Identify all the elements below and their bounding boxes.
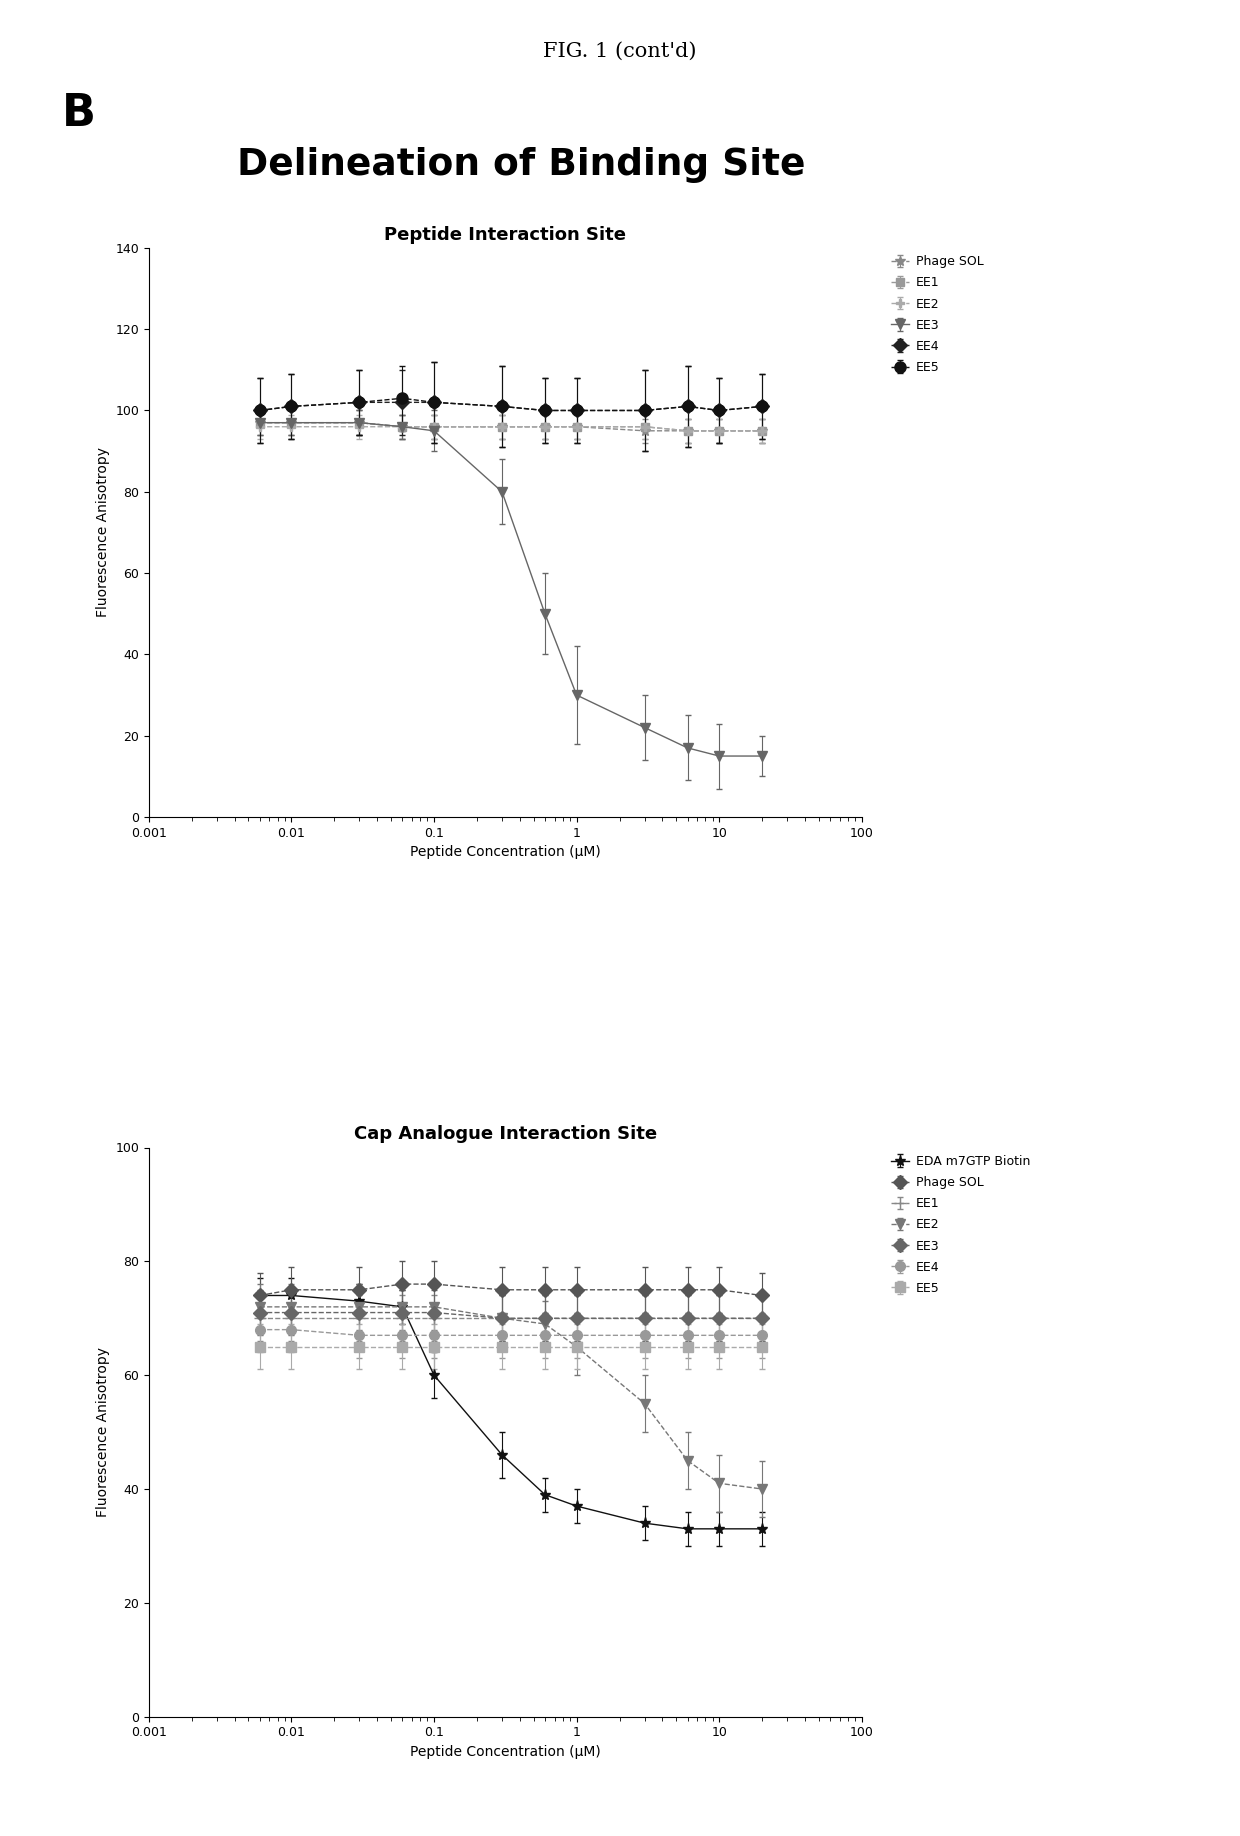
Legend: Phage SOL, EE1, EE2, EE3, EE4, EE5: Phage SOL, EE1, EE2, EE3, EE4, EE5 bbox=[889, 253, 985, 375]
Title: Cap Analogue Interaction Site: Cap Analogue Interaction Site bbox=[353, 1125, 657, 1144]
Y-axis label: Fluorescence Anisotropy: Fluorescence Anisotropy bbox=[95, 1348, 109, 1517]
Legend: EDA m7GTP Biotin, Phage SOL, EE1, EE2, EE3, EE4, EE5: EDA m7GTP Biotin, Phage SOL, EE1, EE2, E… bbox=[889, 1153, 1032, 1296]
Text: B: B bbox=[62, 92, 95, 134]
Text: FIG. 1 (cont'd): FIG. 1 (cont'd) bbox=[543, 42, 697, 61]
X-axis label: Peptide Concentration (μM): Peptide Concentration (μM) bbox=[410, 1744, 600, 1759]
X-axis label: Peptide Concentration (μM): Peptide Concentration (μM) bbox=[410, 845, 600, 859]
Y-axis label: Fluorescence Anisotropy: Fluorescence Anisotropy bbox=[95, 448, 109, 617]
Title: Peptide Interaction Site: Peptide Interaction Site bbox=[384, 226, 626, 244]
Text: Delineation of Binding Site: Delineation of Binding Site bbox=[237, 147, 805, 184]
